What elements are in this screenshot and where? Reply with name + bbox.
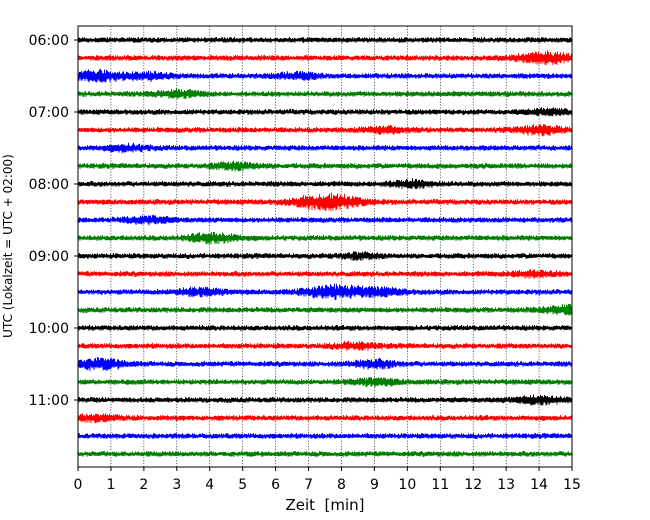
trace-1145: [77, 450, 573, 458]
trace-1030: [77, 356, 573, 371]
y-tick-label: 06:00: [29, 33, 69, 49]
trace-1045: [77, 376, 573, 388]
trace-0745: [77, 160, 573, 172]
x-tick-label: 12: [464, 477, 482, 493]
x-tick-label: 1: [106, 477, 115, 493]
trace-1115: [77, 413, 573, 424]
x-tick-label: 11: [431, 477, 449, 493]
y-axis-ticks: 06:00 07:00 08:00 09:00 10:00 11:00: [29, 33, 78, 409]
x-tick-label: 3: [172, 477, 181, 493]
x-tick-label: 4: [205, 477, 214, 493]
y-tick-label: 10:00: [29, 321, 69, 337]
x-tick-label: 9: [370, 477, 379, 493]
x-tick-label: 6: [271, 477, 280, 493]
trace-1000: [77, 324, 573, 332]
y-axis-label: UTC (Lokalzeit = UTC + 02:00): [1, 154, 15, 338]
x-tick-label: 14: [530, 477, 548, 493]
trace-0900: [77, 251, 573, 261]
trace-0945: [77, 303, 573, 316]
x-tick-label: 13: [497, 477, 515, 493]
y-tick-label: 09:00: [29, 249, 69, 265]
y-tick-label: 11:00: [29, 393, 69, 409]
trace-0700: [77, 107, 573, 117]
y-tick-label: 08:00: [29, 177, 69, 193]
x-tick-label: 10: [398, 477, 416, 493]
trace-0800: [77, 178, 573, 190]
trace-0715: [77, 124, 573, 137]
trace-0730: [77, 142, 573, 154]
trace-0815: [77, 192, 573, 212]
grid-lines: [110, 26, 540, 467]
y-tick-label: 07:00: [29, 105, 69, 121]
trace-0845: [77, 231, 573, 245]
x-tick-label: 7: [304, 477, 313, 493]
trace-1015: [77, 340, 573, 352]
trace-0615: [77, 50, 573, 66]
x-axis-ticks: 0 1 2 3 4 5 6 7 8 9 10 11 12 13 14 15: [74, 467, 581, 493]
trace-0600: [77, 36, 573, 44]
trace-1130: [77, 432, 573, 440]
trace-0645: [77, 88, 573, 100]
trace-0930: [77, 283, 573, 301]
trace-0830: [77, 214, 573, 226]
x-tick-label: 2: [139, 477, 148, 493]
x-tick-label: 8: [337, 477, 346, 493]
plot-frame: [77, 25, 573, 468]
x-axis-label: Zeit [min]: [285, 496, 364, 514]
x-tick-label: 0: [74, 477, 83, 493]
x-tick-label: 15: [563, 477, 581, 493]
x-tick-label: 5: [238, 477, 247, 493]
trace-0630: [77, 69, 573, 83]
seismogram-traces: [77, 36, 573, 458]
trace-1100: [77, 394, 573, 406]
trace-0915: [77, 269, 573, 280]
